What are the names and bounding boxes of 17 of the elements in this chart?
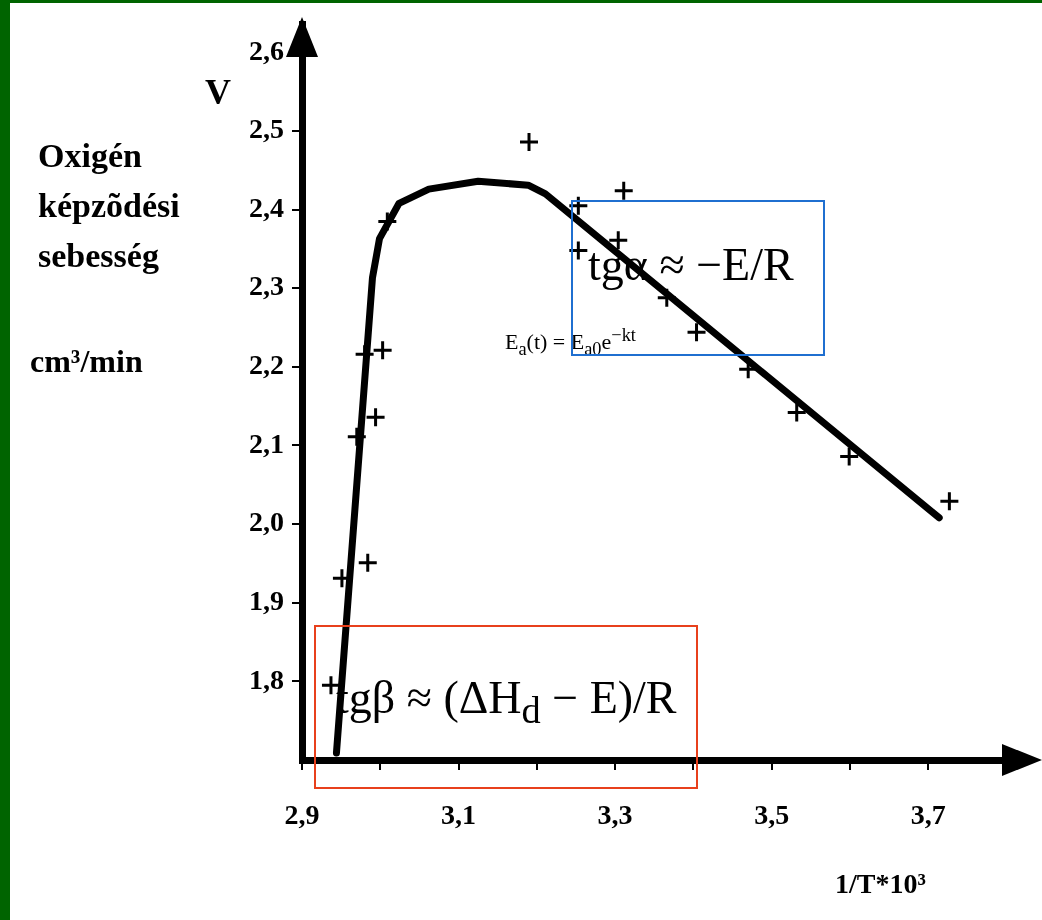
x-tick-label: 2,9 <box>284 799 320 831</box>
text: V <box>205 71 231 113</box>
x-axis-title: 1/T*10³ <box>835 868 926 900</box>
x-tick-label: 3,1 <box>441 799 477 831</box>
y-tick-label: 2,0 <box>249 506 284 538</box>
y-tick-label: 1,9 <box>249 584 284 616</box>
text: Oxigén képzõdési sebesség cm³/min <box>30 137 180 379</box>
y-tick-label: 2,1 <box>249 427 284 459</box>
y-tick-label: 2,4 <box>249 191 284 223</box>
y-tick-label: 2,6 <box>249 34 284 66</box>
y-tick-label: 1,8 <box>249 663 284 695</box>
y-tick-label: 2,5 <box>249 113 284 145</box>
x-tick-label: 3,5 <box>754 799 790 831</box>
y-tick-label: 2,2 <box>249 349 284 381</box>
y-tick-label: 2,3 <box>249 270 284 302</box>
x-tick-label: 3,7 <box>910 799 946 831</box>
x-tick-label: 3,3 <box>597 799 633 831</box>
